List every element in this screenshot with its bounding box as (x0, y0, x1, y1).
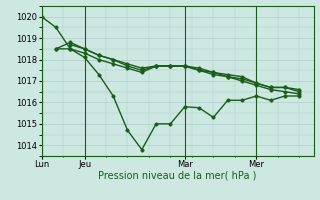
X-axis label: Pression niveau de la mer( hPa ): Pression niveau de la mer( hPa ) (99, 171, 257, 181)
